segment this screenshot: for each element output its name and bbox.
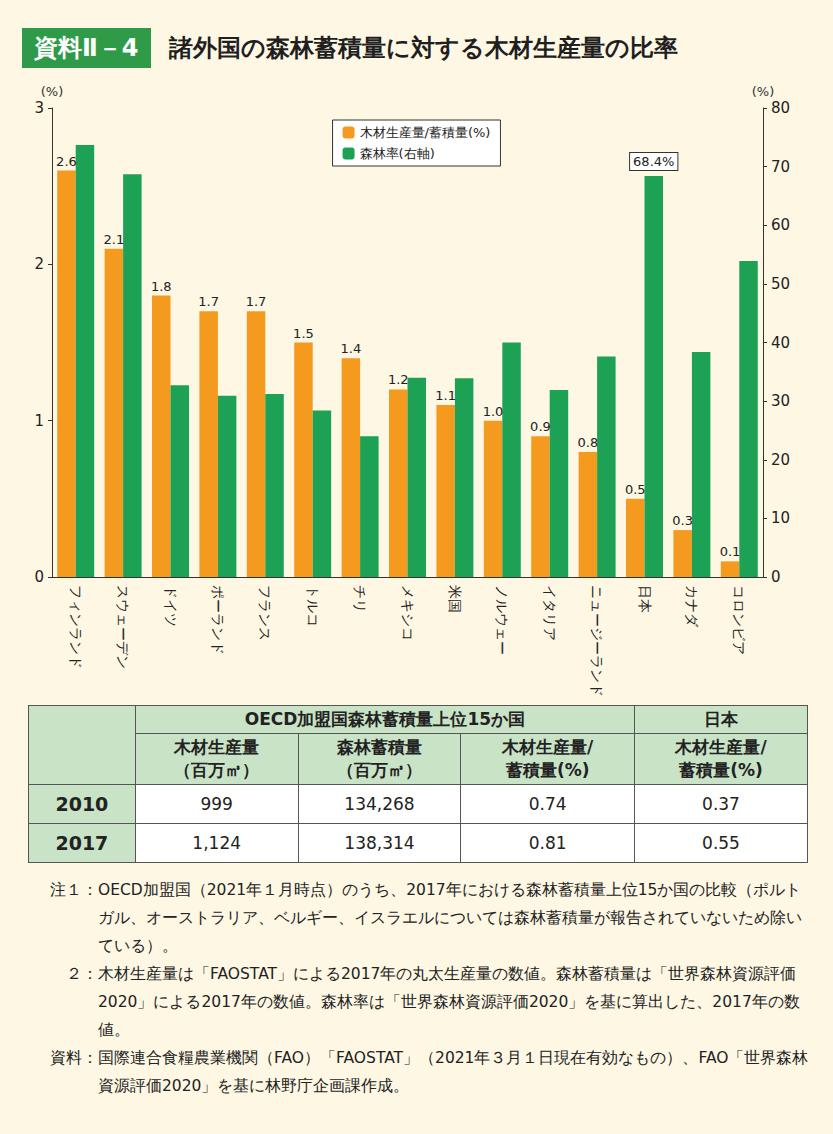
html-text:0.81: 0.81 bbox=[528, 833, 567, 853]
svg-text:ポーランド: ポーランド bbox=[210, 585, 226, 655]
html-text:134,268: 134,268 bbox=[344, 794, 415, 814]
svg-text:フランス: フランス bbox=[257, 585, 273, 641]
svg-text:80: 80 bbox=[771, 99, 790, 117]
html-text:資料：国際連合食糧農業機関（FAO）「FAOSTAT」（20: 資料：国際連合食糧農業機関（FAO）「FAOSTAT」（2021年３月１日現在有… bbox=[50, 1049, 809, 1095]
svg-text:0: 0 bbox=[34, 568, 44, 586]
svg-text:森林率(右軸): 森林率(右軸) bbox=[360, 146, 435, 161]
svg-text:1.4: 1.4 bbox=[341, 341, 362, 356]
html-text:2010: 2010 bbox=[55, 793, 109, 815]
svg-text:0.1: 0.1 bbox=[720, 544, 741, 559]
svg-text:メキシコ: メキシコ bbox=[400, 585, 416, 641]
svg-text:2.6: 2.6 bbox=[56, 154, 77, 169]
svg-text:1.8: 1.8 bbox=[151, 279, 172, 294]
svg-text:ドイツ: ドイツ bbox=[163, 585, 179, 627]
svg-text:3: 3 bbox=[34, 99, 44, 117]
svg-text:スウェーデン: スウェーデン bbox=[115, 585, 131, 669]
svg-text:(%): (%) bbox=[752, 84, 775, 99]
svg-text:米国: 米国 bbox=[447, 585, 463, 613]
html-text:２：木材生産量は「FAOSTAT」による2017年の丸太生産: ２：木材生産量は「FAOSTAT」による2017年の丸太生産量の数値。森林蓄積量… bbox=[66, 965, 800, 1039]
svg-text:1.7: 1.7 bbox=[246, 294, 267, 309]
html-text:資料Ⅱ－4: 資料Ⅱ－4 bbox=[34, 34, 139, 62]
svg-text:0: 0 bbox=[771, 568, 781, 586]
svg-text:ノルウェー: ノルウェー bbox=[494, 585, 510, 655]
html-text:森林蓄積量 （百万㎥）: 森林蓄積量 （百万㎥） bbox=[337, 737, 422, 780]
html-text:注１：OECD加盟国（2021年１月時点）のうち、2017年: 注１：OECD加盟国（2021年１月時点）のうち、2017年における森林蓄積量上… bbox=[50, 881, 802, 955]
html-text:1,124: 1,124 bbox=[192, 833, 241, 853]
html-text:0.74: 0.74 bbox=[528, 794, 567, 814]
svg-text:イタリア: イタリア bbox=[542, 585, 558, 641]
svg-text:2.1: 2.1 bbox=[104, 232, 125, 247]
svg-text:チリ: チリ bbox=[352, 585, 368, 613]
html-text:日本: 日本 bbox=[704, 709, 738, 729]
svg-text:トルコ: トルコ bbox=[305, 585, 321, 627]
svg-text:30: 30 bbox=[771, 392, 790, 410]
html-text:0.55: 0.55 bbox=[702, 833, 740, 853]
svg-text:60: 60 bbox=[771, 216, 790, 234]
svg-text:フィンランド: フィンランド bbox=[68, 585, 84, 669]
html-text:木材生産量/ 蓄積量(%): 木材生産量/ 蓄積量(%) bbox=[675, 737, 767, 780]
svg-text:1.2: 1.2 bbox=[388, 372, 409, 387]
html-text:諸外国の森林蓄積量に対する木材生産量の比率: 諸外国の森林蓄積量に対する木材生産量の比率 bbox=[168, 34, 678, 62]
svg-text:1.5: 1.5 bbox=[293, 326, 314, 341]
svg-text:40: 40 bbox=[771, 334, 790, 352]
html-text:2017: 2017 bbox=[55, 832, 109, 854]
svg-text:1: 1 bbox=[34, 412, 44, 430]
html-text:OECD加盟国森林蓄積量上位15か国: OECD加盟国森林蓄積量上位15か国 bbox=[244, 709, 526, 729]
svg-text:0.8: 0.8 bbox=[578, 435, 599, 450]
html-text:999: 999 bbox=[200, 794, 233, 814]
svg-text:ニュージーランド: ニュージーランド bbox=[589, 585, 605, 697]
html-text:木材生産量 （百万㎥）: 木材生産量 （百万㎥） bbox=[174, 737, 260, 780]
html-text:138,314: 138,314 bbox=[344, 833, 415, 853]
svg-text:(%): (%) bbox=[41, 84, 64, 99]
svg-text:20: 20 bbox=[771, 451, 790, 469]
svg-text:0.3: 0.3 bbox=[672, 513, 693, 528]
svg-text:木材生産量/蓄積量(%): 木材生産量/蓄積量(%) bbox=[360, 125, 491, 140]
svg-text:50: 50 bbox=[771, 275, 790, 293]
svg-text:日本: 日本 bbox=[637, 585, 653, 613]
svg-text:0.5: 0.5 bbox=[625, 482, 646, 497]
svg-text:10: 10 bbox=[771, 509, 790, 527]
svg-text:カナダ: カナダ bbox=[684, 585, 700, 628]
html-text:木材生産量/ 蓄積量(%): 木材生産量/ 蓄積量(%) bbox=[502, 737, 594, 780]
html-text:0.37: 0.37 bbox=[702, 794, 740, 814]
svg-text:1.0: 1.0 bbox=[483, 404, 504, 419]
svg-text:1.1: 1.1 bbox=[435, 388, 456, 403]
svg-text:2: 2 bbox=[34, 255, 44, 273]
svg-text:68.4%: 68.4% bbox=[633, 154, 674, 169]
svg-text:1.7: 1.7 bbox=[198, 294, 219, 309]
svg-text:70: 70 bbox=[771, 158, 790, 176]
svg-text:0.9: 0.9 bbox=[530, 419, 551, 434]
svg-text:コロンビア: コロンビア bbox=[731, 585, 747, 655]
